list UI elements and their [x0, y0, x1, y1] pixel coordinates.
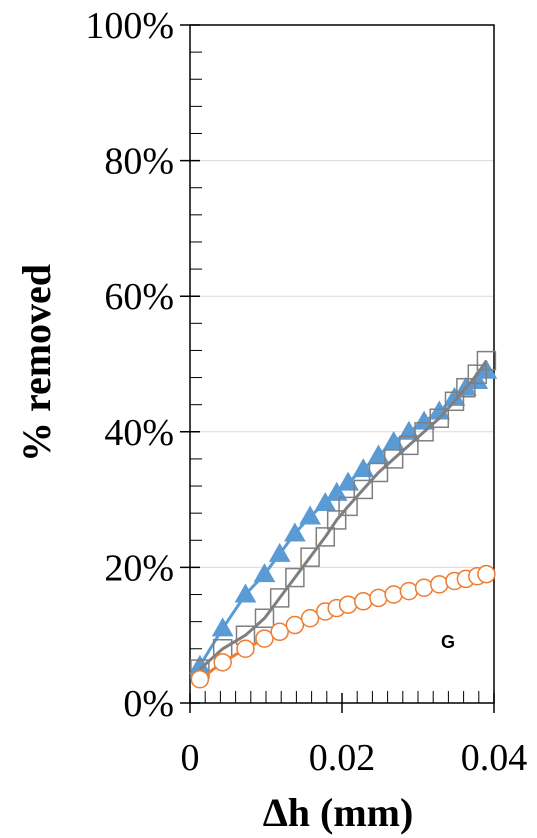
series-2-point-15: [430, 575, 449, 594]
series-1-point-9: [338, 496, 358, 517]
series-2-point-0: [190, 670, 210, 689]
series-2-point-5: [285, 615, 305, 635]
series-2-point-6: [300, 609, 320, 628]
series-1-point-19: [476, 350, 497, 371]
series-1-point-3: [254, 608, 275, 628]
series-0-point-5: [284, 522, 306, 542]
series-0-point-2: [234, 583, 257, 603]
y-tick-label-0: 0%: [123, 683, 174, 725]
series-group: [189, 350, 498, 689]
series-2-point-12: [384, 585, 403, 604]
series-2-point-13: [399, 581, 419, 601]
series-2-point-4: [270, 622, 289, 642]
series-2-point-9: [338, 595, 358, 614]
series-1-point-7: [315, 527, 336, 547]
series-1-point-8: [326, 510, 347, 530]
series-2-point-1: [213, 653, 232, 672]
y-tick-label-2: 40%: [104, 412, 174, 454]
series-2-point-11: [369, 588, 388, 608]
series-0-point-7: [314, 491, 337, 511]
series-1-point-10: [353, 479, 374, 500]
series-0-point-13: [398, 420, 420, 440]
series-1-point-15: [429, 408, 450, 428]
series-0-point-9: [337, 471, 359, 491]
series-0-point-3: [253, 563, 276, 583]
series-1-point-16: [444, 391, 465, 412]
series-2-point-2: [236, 639, 255, 659]
series-0-point-8: [325, 481, 348, 501]
series-2-point-19: [477, 564, 496, 584]
series-0-point-10: [352, 458, 375, 478]
annotation-label: G: [441, 632, 455, 652]
tick-labels: 0% 20% 40% 60% 80% 100% 0 0.02 0.04: [85, 5, 527, 779]
series-0-point-14: [413, 410, 435, 430]
series-1-point-4: [269, 588, 290, 608]
y-tick-label-5: 100%: [85, 5, 174, 47]
y-tick-label-3: 60%: [104, 276, 174, 318]
series-2-point-3: [255, 629, 274, 648]
series-2-point-10: [354, 592, 373, 611]
y-axis-title: % removed: [14, 264, 59, 462]
series-0-point-1: [211, 617, 234, 637]
series-1-point-14: [414, 422, 434, 442]
x-axis-title: Δh (mm): [263, 790, 414, 835]
x-tick-label-0: 0: [181, 737, 200, 779]
series-1-point-5: [285, 567, 305, 588]
series-2-point-14: [414, 578, 434, 597]
x-tick-label-1: 0.02: [309, 737, 376, 779]
series-1-point-11: [368, 462, 389, 483]
series-1-point-12: [383, 449, 404, 469]
y-tick-label-4: 80%: [104, 141, 174, 183]
x-tick-label-2: 0.04: [461, 737, 528, 779]
series-1-point-13: [399, 435, 419, 456]
series-1-point-6: [300, 547, 320, 567]
series-0-point-6: [299, 505, 321, 525]
series-0-point-12: [382, 430, 405, 450]
series-1-point-17: [456, 377, 476, 398]
axes: [180, 24, 495, 713]
y-tick-label-1: 20%: [104, 547, 174, 589]
series-0-point-4: [268, 542, 291, 562]
